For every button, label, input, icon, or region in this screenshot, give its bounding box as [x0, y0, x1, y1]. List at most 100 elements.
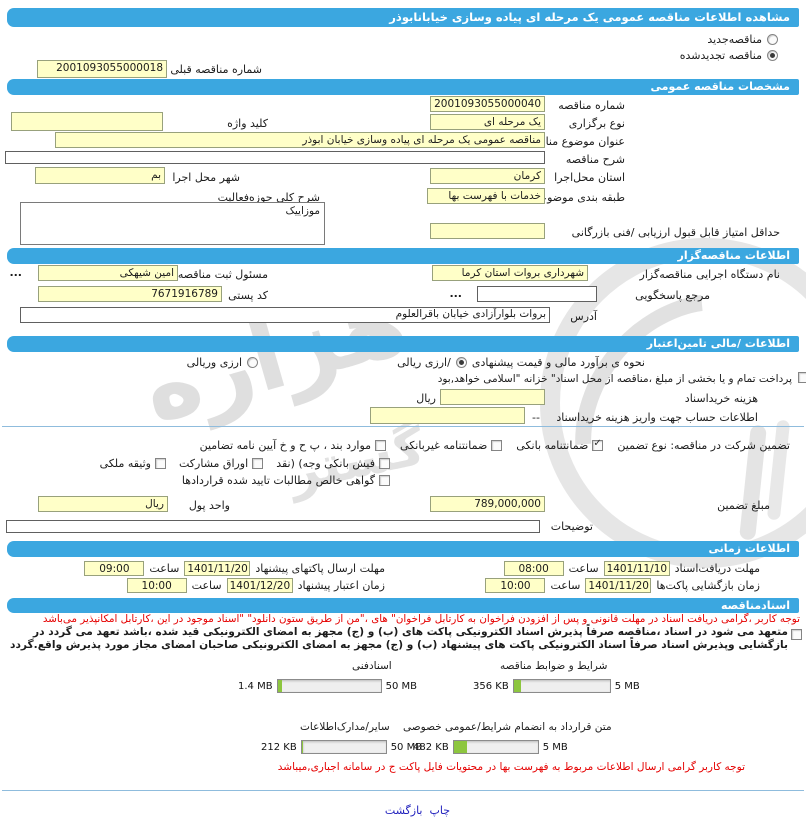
guarantee-option-label: اوراق مشارکت: [179, 457, 249, 470]
separator: [2, 426, 804, 427]
activity-scope-textarea[interactable]: موزاییک: [20, 202, 325, 245]
city-field[interactable]: بم: [35, 167, 165, 184]
net-claims-cert-checkbox[interactable]: [379, 475, 390, 486]
upload-max-size: 5 MB: [542, 741, 568, 753]
address-label: آدرس: [570, 310, 597, 323]
participation-bonds-checkbox[interactable]: [252, 458, 264, 469]
section-header-finance: اطلاعات /مالی تامین‌اعتبار: [7, 336, 799, 352]
hour-label: ساعت: [550, 579, 581, 592]
guarantee-option: موارد بند ، پ ح و خ آیین نامه تضامین: [200, 439, 387, 452]
progress-bar: [452, 740, 539, 754]
activity-scope-label: شرح کلی حوزه‌فعالیت: [217, 191, 320, 204]
guarantee-type-row2: فیش بانکی وجه) (نقد اوراق مشارکت وثیقه م…: [100, 457, 390, 470]
docs-notice-text: توجه کاربر ،گرامی دریافت اسناد در مهلت ق…: [42, 613, 800, 625]
new-tender-radio[interactable]: [767, 34, 778, 45]
holding-type-field[interactable]: یک مرحله ای: [430, 114, 545, 130]
renewed-tender-radio[interactable]: [767, 50, 778, 61]
province-field[interactable]: کرمان: [430, 168, 545, 184]
guarantee-option: گواهی خالص مطالبات تایید شده قراردادها: [182, 474, 390, 487]
currency-option-radio[interactable]: [247, 357, 258, 368]
separator: [2, 790, 804, 791]
registrar-field[interactable]: امین شیهکی: [38, 265, 178, 281]
account-dash: --: [532, 411, 540, 424]
response-ref-lookup-button[interactable]: ...: [449, 287, 462, 300]
time-field[interactable]: 10:00: [485, 578, 546, 593]
subject-title-field[interactable]: مناقصه عمومی یک مرحله ای پیاده وسازی خیا…: [55, 132, 545, 148]
holding-type-label: نوع برگزاری: [568, 117, 625, 130]
progress-bar: [300, 740, 387, 754]
guarantee-option: فیش بانکی وجه) (نقد: [276, 457, 390, 470]
doc-fee-field[interactable]: [440, 389, 545, 405]
guarantee-option: ضمانتنامه غیربانکی: [400, 439, 503, 452]
registrar-lookup-button[interactable]: ...: [9, 266, 22, 279]
tender-number-field[interactable]: 2001093055000040: [430, 96, 545, 112]
keyword-field[interactable]: [11, 112, 163, 131]
bank-receipt-checkbox[interactable]: [379, 458, 390, 469]
rial-option-radio[interactable]: [455, 357, 467, 368]
doc-fee-label: هزینه خریداسناد: [684, 392, 758, 405]
progress-fill: [301, 741, 304, 753]
date-field[interactable]: 1401/11/20: [184, 561, 251, 576]
bank-guarantee-checkbox[interactable]: [592, 438, 604, 451]
progress-fill: [277, 680, 282, 692]
guarantee-type-row: تضمین شرکت در مناقصه: نوع تضمین ضمانتنام…: [200, 438, 790, 452]
guarantee-option-label: گواهی خالص مطالبات تایید شده قراردادها: [181, 474, 375, 487]
print-link[interactable]: چاپ: [429, 804, 450, 817]
previous-tender-number-field[interactable]: 2001093055000018: [37, 60, 167, 78]
treasury-note-text: پرداخت تمام و یا بخشی از مبلغ ،مناقصه از…: [437, 373, 792, 385]
address-field[interactable]: بروات بلوارآزادی خیابان باقرالعلوم: [20, 307, 550, 323]
date-field[interactable]: 1401/11/20: [585, 578, 652, 593]
nonbank-guarantee-checkbox[interactable]: [491, 440, 503, 451]
agency-name-field[interactable]: شهرداری بروات استان کرما: [432, 265, 588, 281]
date-field[interactable]: 1401/12/20: [226, 578, 293, 593]
guarantee-option-label: وثیقه ملکی: [99, 457, 151, 470]
upload-label-other: سایر/مدارک‌اطلاعات: [300, 721, 390, 733]
guarantee-type-row3: گواهی خالص مطالبات تایید شده قراردادها: [182, 474, 390, 487]
progress-bar: [276, 679, 382, 693]
rial-option-label: /ارزی ریالی: [397, 356, 451, 369]
date-field[interactable]: 1401/11/10: [603, 561, 670, 576]
time-field[interactable]: 09:00: [84, 561, 145, 576]
guarantee-option-label: ضمانتنامه غیربانکی: [400, 439, 488, 452]
description-label: شرح مناقصه: [565, 153, 625, 166]
min-score-label: حداقل امتیاز قابل قبول ارزیابی /فنی بازر…: [571, 226, 780, 239]
bylaw-items-checkbox[interactable]: [375, 440, 387, 451]
min-score-field[interactable]: [430, 223, 545, 239]
time-label: زمان بازگشایی پاکت‌ها: [656, 579, 760, 592]
description-field[interactable]: [5, 151, 545, 164]
category-field[interactable]: خدمات با فهرست بها: [427, 188, 545, 204]
upload-used-size: 1.4 MB: [238, 680, 273, 692]
property-collateral-checkbox[interactable]: [155, 458, 166, 469]
back-link[interactable]: بازگشت: [384, 804, 423, 817]
upload-label-terms: شرایط و ضوابط مناقصه: [500, 660, 608, 672]
account-info-field[interactable]: [370, 407, 525, 424]
subject-title-label: عنوان موضوع مناقصه/: [521, 135, 625, 148]
notes-field[interactable]: [6, 520, 540, 533]
currency-option-label: ارزی وریالی: [186, 356, 242, 369]
time-row-doc-deadline: مهلت دریافت‌اسناد 1401/11/10 ساعت 08:00: [503, 561, 760, 576]
currency-unit-field[interactable]: ریال: [38, 496, 168, 512]
agency-name-label: نام دستگاه اجرایی مناقصه‌گزار: [639, 268, 780, 281]
treasury-note-checkbox[interactable]: [798, 372, 806, 383]
response-ref-label: مرجع پاسخگویی: [635, 289, 710, 302]
guarantee-amount-field[interactable]: 789,000,000: [430, 496, 545, 512]
time-field[interactable]: 08:00: [503, 561, 564, 576]
upload-label-technical: اسنادفنی: [352, 660, 392, 672]
page-title: مشاهده اطلاعات مناقصه عمومی یک مرحله ای …: [7, 8, 799, 27]
time-field[interactable]: 10:00: [126, 578, 187, 593]
hour-label: ساعت: [149, 562, 180, 575]
progress-fill: [513, 680, 522, 692]
response-ref-field[interactable]: [477, 286, 597, 302]
pricing-notice-text: توجه کاربر گرامی ارسال اطلاعات مربوط به …: [277, 761, 745, 773]
currency-option-row: ارزی وریالی: [187, 356, 258, 369]
notes-label: توضیحات: [550, 520, 593, 533]
guarantee-option-label: ضمانتنامه بانکی: [516, 439, 589, 452]
commitment-checkbox[interactable]: [791, 629, 802, 640]
time-row-validity: زمان اعتبار پیشنهاد 1401/12/20 ساعت 10:0…: [126, 578, 385, 593]
section-header-docs: اسنادمناقصه: [7, 598, 799, 613]
section-header-agency: اطلاعات مناقصه‌گزار: [7, 248, 799, 264]
postal-code-field[interactable]: 7671916789: [38, 286, 222, 302]
radio-row-new-tender: مناقصه‌جدید: [707, 33, 778, 46]
guarantee-option: وثیقه ملکی: [100, 457, 166, 470]
